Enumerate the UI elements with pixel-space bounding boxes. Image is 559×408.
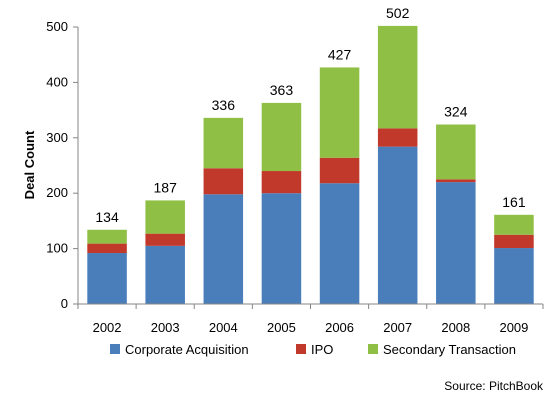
bars: [87, 25, 534, 304]
bar-segment-secondary-transaction: [436, 124, 476, 180]
bar-segment-ipo: [203, 168, 244, 195]
bar-segment-secondary-transaction: [377, 25, 418, 129]
x-tick-label: 2003: [151, 320, 180, 335]
y-tick-label: 500: [46, 19, 68, 34]
bar-segment-ipo: [87, 243, 127, 254]
total-label: 161: [502, 194, 526, 210]
bar-segment-corporate-acquisition: [436, 182, 476, 304]
legend-label: IPO: [311, 342, 333, 357]
legend-swatch: [296, 344, 306, 354]
bar-segment-ipo: [319, 157, 360, 184]
legend-label: Corporate Acquisition: [125, 342, 249, 357]
bar-segment-corporate-acquisition: [145, 245, 185, 304]
bar-segment-ipo: [494, 234, 534, 249]
total-label: 363: [270, 82, 294, 98]
bar-segment-ipo: [377, 128, 418, 147]
legend-swatch: [110, 344, 120, 354]
legend: Corporate Acquisition IPO Secondary Transa…: [110, 342, 516, 357]
source-note: Source: PitchBook: [444, 379, 543, 393]
x-tick-label: 2002: [93, 320, 122, 335]
x-tick-label: 2006: [325, 320, 354, 335]
total-label: 134: [95, 209, 119, 225]
y-tick-label: 0: [61, 296, 68, 311]
y-axis: 0 100 200 300 400 500: [46, 19, 79, 311]
bar-segment-ipo: [261, 171, 302, 194]
x-axis: 2002 2003 2004 2005 2006 2007 2008 2009: [77, 303, 544, 335]
x-tick-label: 2004: [209, 320, 238, 335]
bar-segment-corporate-acquisition: [377, 146, 418, 304]
x-tick-label: 2007: [383, 320, 412, 335]
legend-label: Secondary Transaction: [383, 342, 516, 357]
legend-swatch: [368, 344, 378, 354]
x-tick-label: 2009: [499, 320, 528, 335]
bar-segment-secondary-transaction: [145, 200, 185, 234]
y-tick-label: 200: [46, 185, 68, 200]
total-label: 187: [154, 179, 178, 195]
total-label: 324: [444, 104, 468, 120]
total-label: 427: [328, 46, 352, 62]
bar-segment-corporate-acquisition: [494, 248, 534, 304]
bar-segment-corporate-acquisition: [87, 253, 127, 304]
y-tick-label: 300: [46, 130, 68, 145]
total-label: 502: [386, 5, 410, 21]
bar-segment-secondary-transaction: [203, 117, 244, 169]
bar-segment-secondary-transaction: [319, 67, 360, 158]
bar-segment-secondary-transaction: [87, 229, 127, 244]
bar-segment-corporate-acquisition: [261, 193, 302, 304]
y-tick-label: 400: [46, 74, 68, 89]
total-label: 336: [212, 97, 236, 113]
bar-segment-corporate-acquisition: [203, 194, 244, 304]
bar-segment-secondary-transaction: [261, 102, 302, 172]
x-tick-label: 2008: [441, 320, 470, 335]
y-tick-label: 100: [46, 241, 68, 256]
bar-segment-secondary-transaction: [494, 214, 534, 235]
total-labels: 134 187 336 363 427 502 324 161: [95, 5, 525, 225]
bar-segment-corporate-acquisition: [319, 183, 360, 304]
bar-segment-ipo: [145, 233, 185, 246]
bar-segment-ipo: [436, 179, 476, 183]
x-tick-label: 2005: [267, 320, 296, 335]
y-axis-label: Deal Count: [22, 130, 37, 199]
